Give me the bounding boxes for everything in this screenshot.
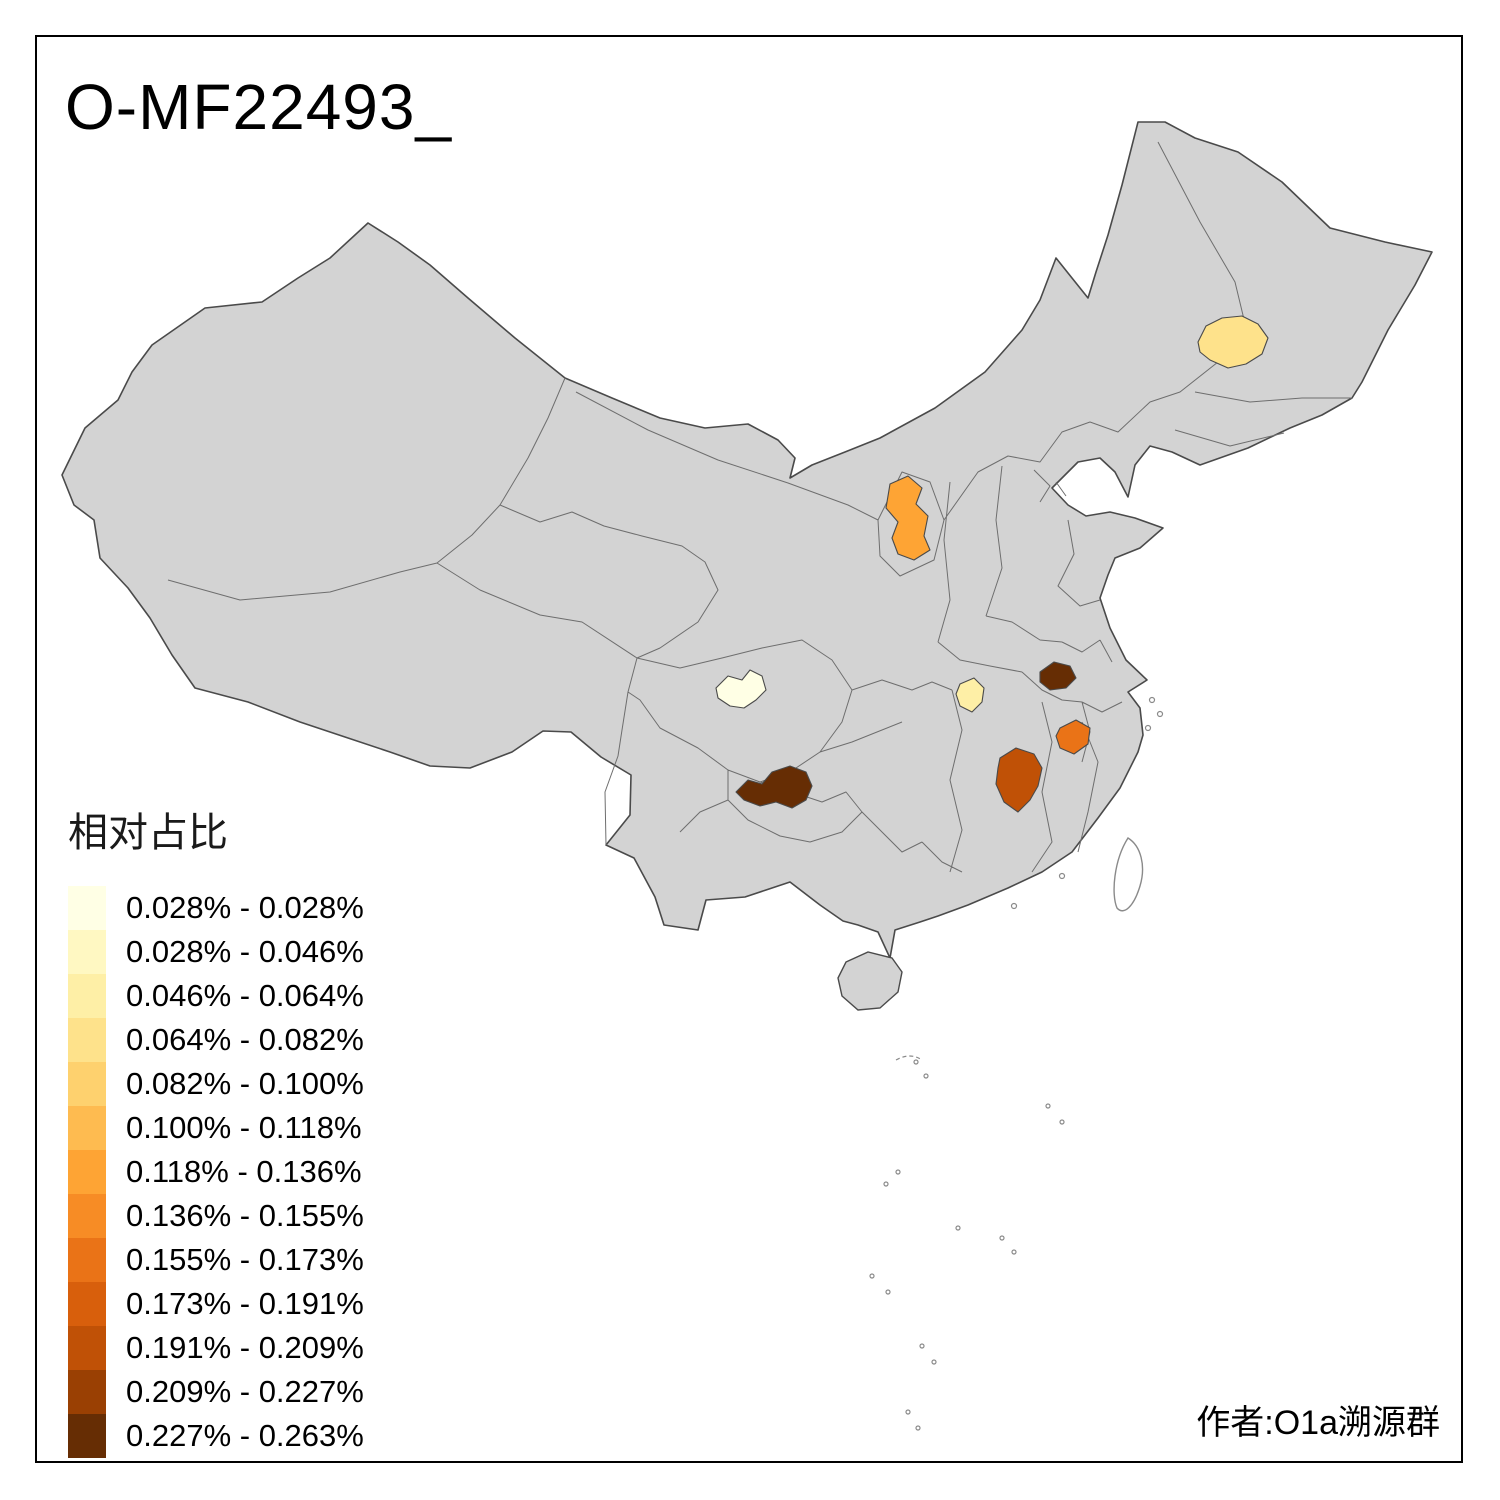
legend-swatch [68,1414,106,1458]
legend-label: 0.028% - 0.028% [126,890,364,925]
legend-swatch [68,1194,106,1238]
legend-item: 0.082% - 0.100% [68,1062,364,1106]
legend-swatch [68,1238,106,1282]
page-title: O-MF22493_ [65,71,453,143]
taiwan-outline [1113,837,1144,912]
legend-label: 0.173% - 0.191% [126,1286,364,1321]
region-northeast [1197,315,1269,369]
legend-swatch [68,974,106,1018]
legend-swatch [68,1062,106,1106]
region-southwest [735,765,813,809]
legend-item: 0.227% - 0.263% [68,1414,364,1458]
legend-label: 0.046% - 0.064% [126,978,364,1013]
legend-label: 0.191% - 0.209% [126,1330,364,1365]
legend-item: 0.118% - 0.136% [68,1150,364,1194]
legend-title: 相对占比 [68,811,228,855]
region-east-small [1039,661,1077,691]
legend-item: 0.100% - 0.118% [68,1106,364,1150]
legend-items: 0.028% - 0.028% 0.028% - 0.046% 0.046% - 0… [68,886,364,1458]
legend-label: 0.064% - 0.082% [126,1022,364,1057]
legend-swatch [68,1018,106,1062]
legend-item: 0.046% - 0.064% [68,974,364,1018]
plot-border [35,35,1463,1463]
legend-item: 0.155% - 0.173% [68,1238,364,1282]
region-central [955,677,985,713]
legend-swatch [68,886,106,930]
legend-item: 0.028% - 0.028% [68,886,364,930]
legend-item: 0.209% - 0.227% [68,1370,364,1414]
legend-label: 0.209% - 0.227% [126,1374,364,1409]
legend-swatch [68,930,106,974]
legend-item: 0.173% - 0.191% [68,1282,364,1326]
legend-swatch [68,1150,106,1194]
hainan-island [837,951,903,1011]
region-southeast [995,747,1043,813]
legend-swatch [68,1326,106,1370]
south-china-sea-islands [869,696,1164,1431]
legend-item: 0.028% - 0.046% [68,930,364,974]
province-borders [167,141,1352,873]
legend-label: 0.136% - 0.155% [126,1198,364,1233]
china-mainland [61,121,1433,959]
legend-swatch [68,1370,106,1414]
legend-label: 0.028% - 0.046% [126,934,364,969]
author-credit: 作者:O1a溯源群 [1196,1404,1440,1442]
legend-item: 0.136% - 0.155% [68,1194,364,1238]
legend-swatch [68,1282,106,1326]
legend-label: 0.118% - 0.136% [126,1154,362,1189]
region-east-coast [1055,719,1091,755]
legend-swatch [68,1106,106,1150]
legend-item: 0.191% - 0.209% [68,1326,364,1370]
legend-label: 0.155% - 0.173% [126,1242,364,1277]
legend-label: 0.227% - 0.263% [126,1418,364,1453]
legend-label: 0.082% - 0.100% [126,1066,364,1101]
legend: 相对占比 0.028% - 0.028% 0.028% - 0.046% 0.046… [68,800,364,1458]
region-sichuan-basin [715,669,767,709]
legend-label: 0.100% - 0.118% [126,1110,362,1145]
region-north-central [885,475,931,561]
legend-item: 0.064% - 0.082% [68,1018,364,1062]
